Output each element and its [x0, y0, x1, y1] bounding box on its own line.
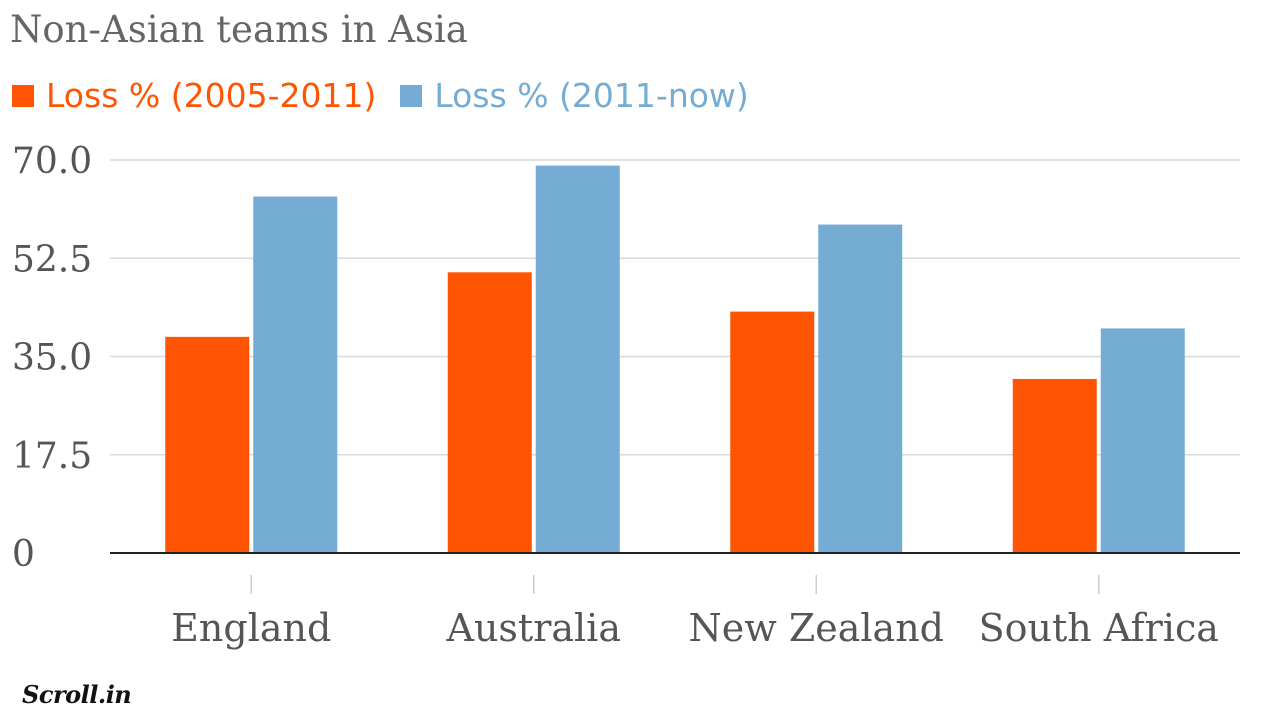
bar-england-series-1 — [165, 336, 250, 553]
bar-new-zealand-series-2 — [818, 224, 903, 554]
legend-label-series-1: Loss % (2005-2011) — [46, 76, 377, 115]
bar-england-series-2 — [253, 196, 338, 553]
bar-australia-series-2 — [535, 165, 620, 553]
legend-label-series-2: Loss % (2011-now) — [434, 76, 749, 115]
y-tick-label: 0 — [12, 534, 35, 575]
legend-swatch-series-2 — [400, 84, 423, 107]
x-tick-label: South Africa — [979, 606, 1219, 650]
y-tick-label: 52.5 — [12, 239, 92, 280]
bar-south-africa-series-2 — [1100, 328, 1185, 553]
y-tick-label: 70.0 — [12, 141, 92, 182]
y-tick-label: 35.0 — [12, 338, 92, 379]
x-tick-label: New Zealand — [689, 606, 945, 650]
legend-item-series-1: Loss % (2005-2011) — [12, 76, 376, 115]
chart-title: Non-Asian teams in Asia — [10, 8, 468, 51]
bar-south-africa-series-1 — [1012, 378, 1097, 553]
scroll-logo: Scroll.in — [22, 680, 132, 709]
x-tick-label: England — [171, 606, 331, 650]
y-tick-label: 17.5 — [12, 436, 92, 477]
legend-item-series-2: Loss % (2011-now) — [400, 76, 749, 115]
bar-australia-series-1 — [447, 272, 532, 553]
chart-legend: Loss % (2005-2011) Loss % (2011-now) — [12, 76, 773, 115]
legend-swatch-series-1 — [12, 84, 34, 107]
x-tick-label: Australia — [446, 606, 621, 650]
bar-new-zealand-series-1 — [730, 311, 815, 553]
